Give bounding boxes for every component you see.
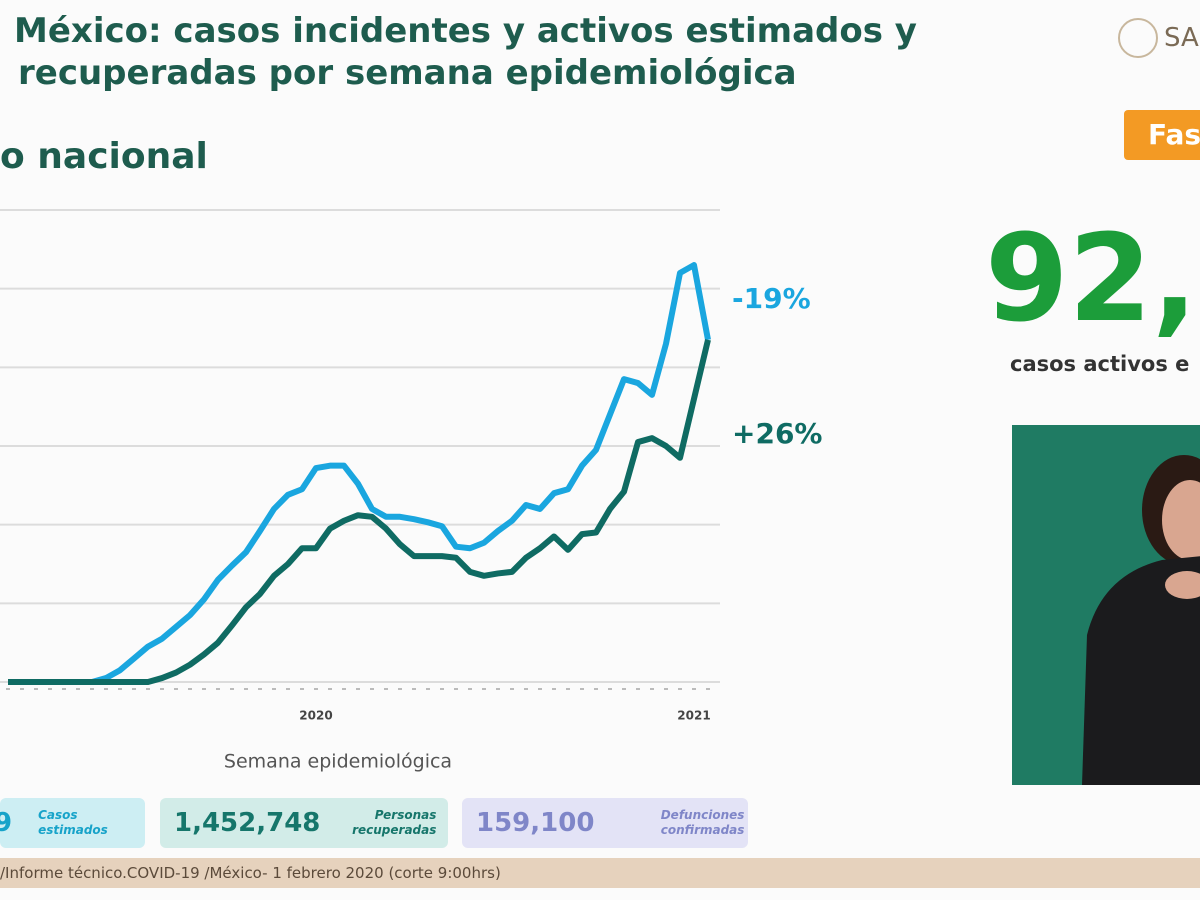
big-number-label: casos activos e (1010, 352, 1190, 376)
logo-emblem (1118, 18, 1158, 58)
summary-box: 1,452,748 Personas recuperadas (160, 798, 448, 848)
title-line: México: casos incidentes y activos estim… (14, 11, 917, 51)
logo-text: SA (1164, 23, 1199, 53)
annotation: -19% (732, 282, 811, 315)
chart: 2020 2021 Semana epidemiológica -19% +26% (0, 209, 822, 773)
summary-value: 159,100 (476, 808, 595, 838)
summary-value: 9 (0, 808, 13, 838)
series-line (8, 339, 711, 685)
phase-badge: Fas (1124, 110, 1200, 160)
interpreter-figure (1082, 455, 1200, 785)
interpreter-video (1012, 425, 1200, 785)
chart-title: o nacional (0, 136, 208, 177)
x-tick-label: 2020 (299, 709, 332, 723)
summary-box: 9 Casos estimados (0, 798, 145, 848)
x-axis-label: Semana epidemiológica (224, 751, 452, 773)
footer: /Informe técnico.COVID-19 /México- 1 feb… (0, 858, 1200, 888)
title-line: recuperadas por semana epidemiológica (18, 53, 797, 93)
summary-label: Casos estimados (38, 808, 108, 837)
series-line (8, 262, 711, 685)
summary-box: 159,100 Defunciones confirmadas (462, 798, 748, 848)
logo: SA (1118, 18, 1199, 58)
x-tick-label: 2021 (677, 709, 710, 723)
slide-title: México: casos incidentes y activos estim… (14, 10, 917, 94)
summary-value: 1,452,748 (174, 808, 321, 838)
big-number: 92,7 (985, 210, 1200, 349)
annotation: +26% (732, 417, 822, 450)
summary-label: Defunciones confirmadas (660, 808, 745, 837)
summary-label: Personas recuperadas (352, 808, 437, 837)
